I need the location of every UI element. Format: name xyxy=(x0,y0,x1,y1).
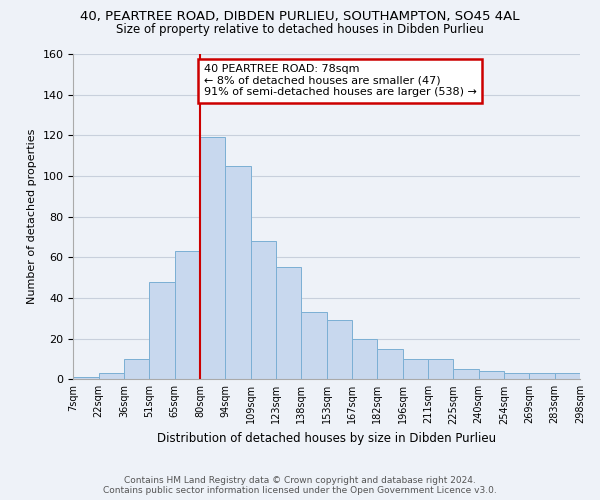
Bar xyxy=(251,241,276,380)
Text: 40, PEARTREE ROAD, DIBDEN PURLIEU, SOUTHAMPTON, SO45 4AL: 40, PEARTREE ROAD, DIBDEN PURLIEU, SOUTH… xyxy=(80,10,520,23)
Y-axis label: Number of detached properties: Number of detached properties xyxy=(27,129,37,304)
Text: Contains HM Land Registry data © Crown copyright and database right 2024.
Contai: Contains HM Land Registry data © Crown c… xyxy=(103,476,497,495)
X-axis label: Distribution of detached houses by size in Dibden Purlieu: Distribution of detached houses by size … xyxy=(157,432,496,445)
Bar xyxy=(529,373,554,380)
Bar xyxy=(454,369,479,380)
Text: 40 PEARTREE ROAD: 78sqm
← 8% of detached houses are smaller (47)
91% of semi-det: 40 PEARTREE ROAD: 78sqm ← 8% of detached… xyxy=(204,64,477,98)
Bar xyxy=(99,373,124,380)
Bar xyxy=(73,378,99,380)
Bar xyxy=(428,359,454,380)
Text: Size of property relative to detached houses in Dibden Purlieu: Size of property relative to detached ho… xyxy=(116,22,484,36)
Bar xyxy=(276,268,301,380)
Bar xyxy=(200,138,226,380)
Bar xyxy=(403,359,428,380)
Bar xyxy=(175,251,200,380)
Bar xyxy=(301,312,327,380)
Bar xyxy=(504,373,529,380)
Bar xyxy=(226,166,251,380)
Bar xyxy=(554,373,580,380)
Bar xyxy=(479,371,504,380)
Bar xyxy=(124,359,149,380)
Bar xyxy=(327,320,352,380)
Bar xyxy=(149,282,175,380)
Bar xyxy=(352,338,377,380)
Bar xyxy=(377,349,403,380)
